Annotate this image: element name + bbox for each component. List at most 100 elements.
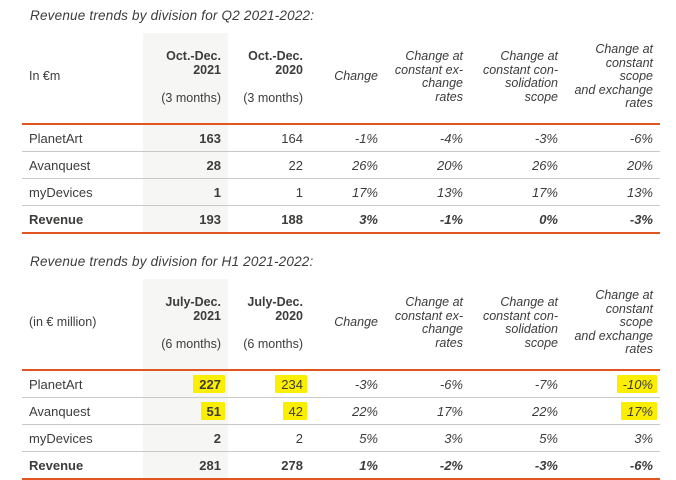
value-cell: 2 — [228, 424, 310, 452]
q2-months-2020: (3 months) — [243, 91, 303, 105]
highlighted-value: 234 — [275, 374, 307, 393]
value-cell: 22% — [470, 397, 565, 425]
value-cell: 26% — [310, 151, 385, 179]
value-cell: 13% — [385, 178, 470, 206]
value-cell: 164 — [228, 124, 310, 152]
h1-months-2020: (6 months) — [243, 337, 303, 351]
value-cell: -1% — [310, 124, 385, 152]
value-cell: 20% — [385, 151, 470, 179]
q2-period-2020: Oct.-Dec. 2020 — [248, 48, 303, 78]
h1-col-header-constant-scope-exchange: Change at constant scope and exchange ra… — [565, 279, 660, 371]
q2-period-2021: Oct.-Dec. 2021 — [166, 48, 221, 78]
q2-col-header-2021: Oct.-Dec. 2021 (3 months) — [143, 33, 228, 125]
h1-header-row: (in € million) July-Dec. 2021 (6 months)… — [22, 279, 660, 371]
value-cell: 3% — [565, 424, 660, 452]
value-cell: 20% — [565, 151, 660, 179]
division-label: myDevices — [22, 424, 143, 452]
value-cell: 2 — [143, 424, 228, 452]
value-cell: 5% — [310, 424, 385, 452]
h1-revenue-table: (in € million) July-Dec. 2021 (6 months)… — [22, 279, 660, 480]
value-cell: 42 — [228, 397, 310, 425]
table-row: myDevices 2 2 5% 3% 5% 3% — [22, 424, 660, 452]
value-cell: -3% — [310, 370, 385, 398]
value-cell: 193 — [143, 205, 228, 234]
total-row: Revenue 193 188 3% -1% 0% -3% — [22, 205, 660, 234]
table-row: Avanquest 28 22 26% 20% 26% 20% — [22, 151, 660, 179]
q2-col-header-constant-scope-exchange: Change at constant scope and exchange ra… — [565, 33, 660, 125]
value-cell: -1% — [385, 205, 470, 234]
h1-col-header-2021: July-Dec. 2021 (6 months) — [143, 279, 228, 371]
h1-period-2021: July-Dec. 2021 — [165, 294, 221, 324]
value-cell: 1 — [228, 178, 310, 206]
value-cell: 22 — [228, 151, 310, 179]
highlighted-value: 17% — [620, 401, 657, 420]
value-cell: 3% — [310, 205, 385, 234]
q2-unit-header: In €m — [22, 33, 143, 125]
value-cell: 0% — [470, 205, 565, 234]
value-cell: -3% — [565, 205, 660, 234]
highlighted-value: -10% — [616, 374, 657, 393]
value-cell: 278 — [228, 451, 310, 480]
value-cell: 17% — [385, 397, 470, 425]
value-cell: 281 — [143, 451, 228, 480]
h1-col-header-constant-consolidation: Change at constant con- solidation scope — [470, 279, 565, 371]
q2-revenue-table: In €m Oct.-Dec. 2021 (3 months) Oct.-Dec… — [22, 33, 660, 234]
value-cell: 1 — [143, 178, 228, 206]
q2-col-header-change: Change — [310, 33, 385, 125]
value-cell: -6% — [565, 451, 660, 480]
table-row: Avanquest 51 42 22% 17% 22% 17% — [22, 397, 660, 425]
h1-revenue-section: Revenue trends by division for H1 2021-2… — [22, 254, 660, 480]
value-cell: 22% — [310, 397, 385, 425]
value-cell: 17% — [470, 178, 565, 206]
value-cell: 1% — [310, 451, 385, 480]
q2-col-header-constant-exchange: Change at constant ex- change rates — [385, 33, 470, 125]
value-cell: -6% — [385, 370, 470, 398]
division-label: myDevices — [22, 178, 143, 206]
value-cell: -7% — [470, 370, 565, 398]
h1-unit-header: (in € million) — [22, 279, 143, 371]
value-cell: 17% — [310, 178, 385, 206]
value-cell: 17% — [565, 397, 660, 425]
value-cell: -3% — [470, 124, 565, 152]
h1-months-2021: (6 months) — [161, 337, 221, 351]
value-cell: 13% — [565, 178, 660, 206]
q2-table-title: Revenue trends by division for Q2 2021-2… — [30, 8, 315, 23]
value-cell: -3% — [470, 451, 565, 480]
h1-col-header-constant-exchange: Change at constant ex- change rates — [385, 279, 470, 371]
q2-header-row: In €m Oct.-Dec. 2021 (3 months) Oct.-Dec… — [22, 33, 660, 125]
value-cell: -6% — [565, 124, 660, 152]
value-cell: 188 — [228, 205, 310, 234]
h1-table-title: Revenue trends by division for H1 2021-2… — [30, 254, 314, 269]
value-cell: 234 — [228, 370, 310, 398]
value-cell: 5% — [470, 424, 565, 452]
table-row: PlanetArt 227 234 -3% -6% -7% -10% — [22, 370, 660, 398]
division-label: Revenue — [22, 205, 143, 234]
value-cell: 163 — [143, 124, 228, 152]
table-row: myDevices 1 1 17% 13% 17% 13% — [22, 178, 660, 206]
value-cell: -10% — [565, 370, 660, 398]
value-cell: 28 — [143, 151, 228, 179]
division-label: Avanquest — [22, 397, 143, 425]
value-cell: 26% — [470, 151, 565, 179]
division-label: PlanetArt — [22, 370, 143, 398]
h1-col-header-change: Change — [310, 279, 385, 371]
table-row: PlanetArt 163 164 -1% -4% -3% -6% — [22, 124, 660, 152]
q2-months-2021: (3 months) — [161, 91, 221, 105]
value-cell: 51 — [143, 397, 228, 425]
value-cell: -4% — [385, 124, 470, 152]
h1-col-header-2020: July-Dec. 2020 (6 months) — [228, 279, 310, 371]
highlighted-value: 51 — [200, 401, 225, 420]
h1-period-2020: July-Dec. 2020 — [247, 294, 303, 324]
value-cell: 227 — [143, 370, 228, 398]
division-label: Avanquest — [22, 151, 143, 179]
value-cell: 3% — [385, 424, 470, 452]
value-cell: -2% — [385, 451, 470, 480]
division-label: Revenue — [22, 451, 143, 480]
q2-revenue-section: Revenue trends by division for Q2 2021-2… — [22, 8, 660, 234]
q2-col-header-2020: Oct.-Dec. 2020 (3 months) — [228, 33, 310, 125]
q2-col-header-constant-consolidation: Change at constant con- solidation scope — [470, 33, 565, 125]
highlighted-value: 227 — [193, 374, 225, 393]
highlighted-value: 42 — [282, 401, 307, 420]
total-row: Revenue 281 278 1% -2% -3% -6% — [22, 451, 660, 480]
